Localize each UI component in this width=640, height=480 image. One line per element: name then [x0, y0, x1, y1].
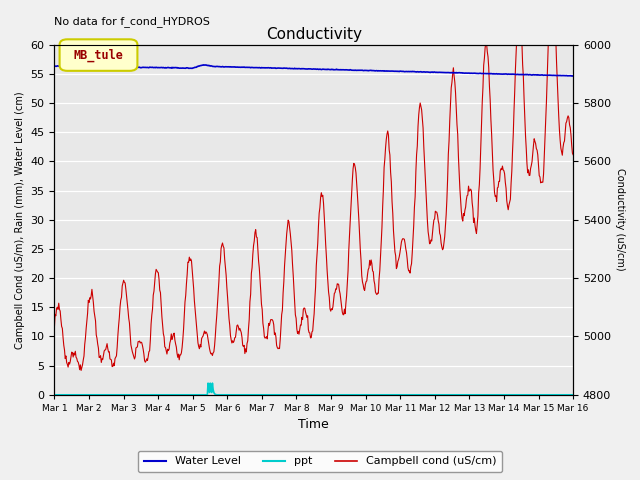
Title: Conductivity: Conductivity [266, 27, 362, 42]
Y-axis label: Campbell Cond (uS/m), Rain (mm), Water Level (cm): Campbell Cond (uS/m), Rain (mm), Water L… [15, 91, 25, 348]
Y-axis label: Conductivity (uS/cm): Conductivity (uS/cm) [615, 168, 625, 271]
Text: MB_tule: MB_tule [74, 48, 124, 62]
X-axis label: Time: Time [298, 419, 329, 432]
Legend: Water Level, ppt, Campbell cond (uS/cm): Water Level, ppt, Campbell cond (uS/cm) [138, 451, 502, 472]
Text: No data for f_cond_HYDROS: No data for f_cond_HYDROS [54, 16, 211, 27]
FancyBboxPatch shape [60, 39, 138, 71]
